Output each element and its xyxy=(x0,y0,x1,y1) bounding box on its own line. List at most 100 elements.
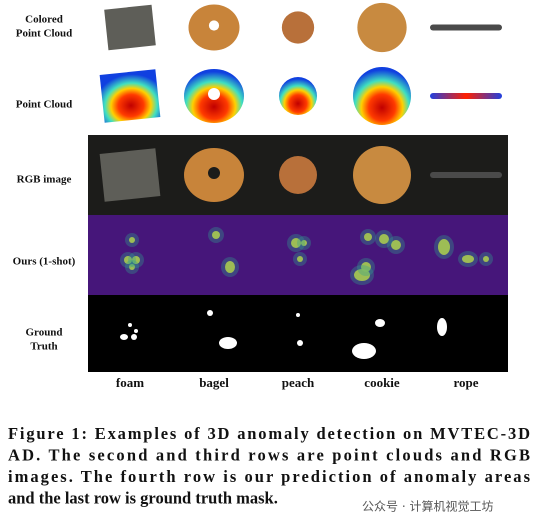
image-cell xyxy=(279,77,317,115)
image-cell xyxy=(256,135,340,215)
cell-bg xyxy=(340,295,424,372)
anomaly-spot xyxy=(212,231,220,239)
caption-line: Figure 1: Examples of 3D anomaly detecti… xyxy=(8,424,530,443)
cell-bg xyxy=(256,295,340,372)
anomaly-spot xyxy=(462,255,474,263)
rope xyxy=(430,172,502,178)
anomaly-spot xyxy=(129,237,135,243)
image-cell xyxy=(172,215,256,295)
cell-bg xyxy=(172,215,256,295)
caption-line: AD. The second and third rows are point … xyxy=(8,445,530,464)
spot-halo xyxy=(297,236,311,250)
peach xyxy=(279,77,317,115)
image-cell xyxy=(99,69,161,123)
caption-line: and the last row is ground truth mask. xyxy=(8,488,278,507)
spot-halo xyxy=(128,252,144,268)
spot-halo xyxy=(387,236,405,254)
rope xyxy=(430,93,502,99)
anomaly-spot xyxy=(225,261,235,273)
anomaly-spot xyxy=(483,256,489,262)
image-cell xyxy=(188,4,240,51)
cell-bg xyxy=(424,215,508,295)
image-cell xyxy=(104,4,156,51)
mask-blob xyxy=(207,310,213,316)
image-cell xyxy=(88,295,172,372)
anomaly-spot xyxy=(301,240,307,246)
foam xyxy=(104,4,156,51)
mask-blob xyxy=(296,313,300,317)
mask-blob xyxy=(437,318,447,336)
row-label: Point Cloud xyxy=(16,28,73,40)
image-cell xyxy=(184,69,244,123)
image-cell xyxy=(172,295,256,372)
spot-halo xyxy=(287,234,305,252)
image-cell xyxy=(340,135,424,215)
anomaly-spot xyxy=(361,262,371,272)
mask-blob xyxy=(120,334,128,340)
image-cell xyxy=(430,24,502,31)
anomaly-spot xyxy=(129,264,135,270)
image-cell xyxy=(340,295,424,372)
peach xyxy=(281,11,315,44)
image-cell xyxy=(281,11,315,44)
anomaly-spot xyxy=(364,233,372,241)
foam xyxy=(99,69,161,123)
cell-bg xyxy=(256,215,340,295)
row-label: Truth xyxy=(30,341,57,353)
image-cell xyxy=(256,295,340,372)
image-cell xyxy=(340,215,424,295)
spot-halo xyxy=(208,227,224,243)
anomaly-spot xyxy=(132,256,140,264)
rope xyxy=(430,24,502,31)
anomaly-spot xyxy=(379,234,389,244)
spot-halo xyxy=(357,258,375,276)
anomaly-spot xyxy=(391,240,401,250)
spot-halo xyxy=(360,229,376,245)
spot-halo xyxy=(221,257,239,277)
anomaly-spot xyxy=(291,238,301,248)
image-cell xyxy=(256,215,340,295)
column-label: peach xyxy=(282,375,315,390)
mask-blob xyxy=(131,334,137,340)
anomaly-spot xyxy=(297,256,303,262)
watermark: 公众号 · 计算机视觉工坊 xyxy=(362,499,493,514)
cookie xyxy=(357,2,407,53)
mask-blob xyxy=(219,337,237,349)
row-label: Point Cloud xyxy=(16,99,73,111)
image-cell xyxy=(88,135,172,215)
image-cell xyxy=(88,215,172,295)
image-cell xyxy=(424,135,508,215)
spot-halo xyxy=(434,235,454,259)
spot-halo xyxy=(125,260,139,274)
spot-halo xyxy=(350,265,374,285)
image-cell xyxy=(353,67,411,125)
row-label: Colored xyxy=(25,14,63,26)
row-label: RGB image xyxy=(17,174,72,186)
foam xyxy=(99,148,161,202)
image-cell xyxy=(357,2,407,53)
image-cell xyxy=(172,135,256,215)
image-cell xyxy=(424,215,508,295)
cell-bg xyxy=(424,295,508,372)
mask-blob xyxy=(297,340,303,346)
anomaly-spot xyxy=(438,239,450,255)
spot-halo xyxy=(293,252,307,266)
spot-halo xyxy=(125,233,139,247)
spot-halo xyxy=(479,252,493,266)
column-label: rope xyxy=(453,375,478,390)
anomaly-spot xyxy=(124,256,132,264)
peach xyxy=(279,156,317,194)
image-cell xyxy=(424,295,508,372)
cookie xyxy=(353,146,411,204)
spot-halo xyxy=(120,252,136,268)
mask-blob xyxy=(375,319,385,327)
cell-bg xyxy=(340,215,424,295)
mask-blob xyxy=(352,343,376,359)
hole xyxy=(208,20,220,31)
row-label: Ground xyxy=(25,327,62,339)
cell-bg xyxy=(88,295,172,372)
column-label: foam xyxy=(116,375,144,390)
cell-bg xyxy=(88,215,172,295)
mask-blob xyxy=(134,329,138,333)
